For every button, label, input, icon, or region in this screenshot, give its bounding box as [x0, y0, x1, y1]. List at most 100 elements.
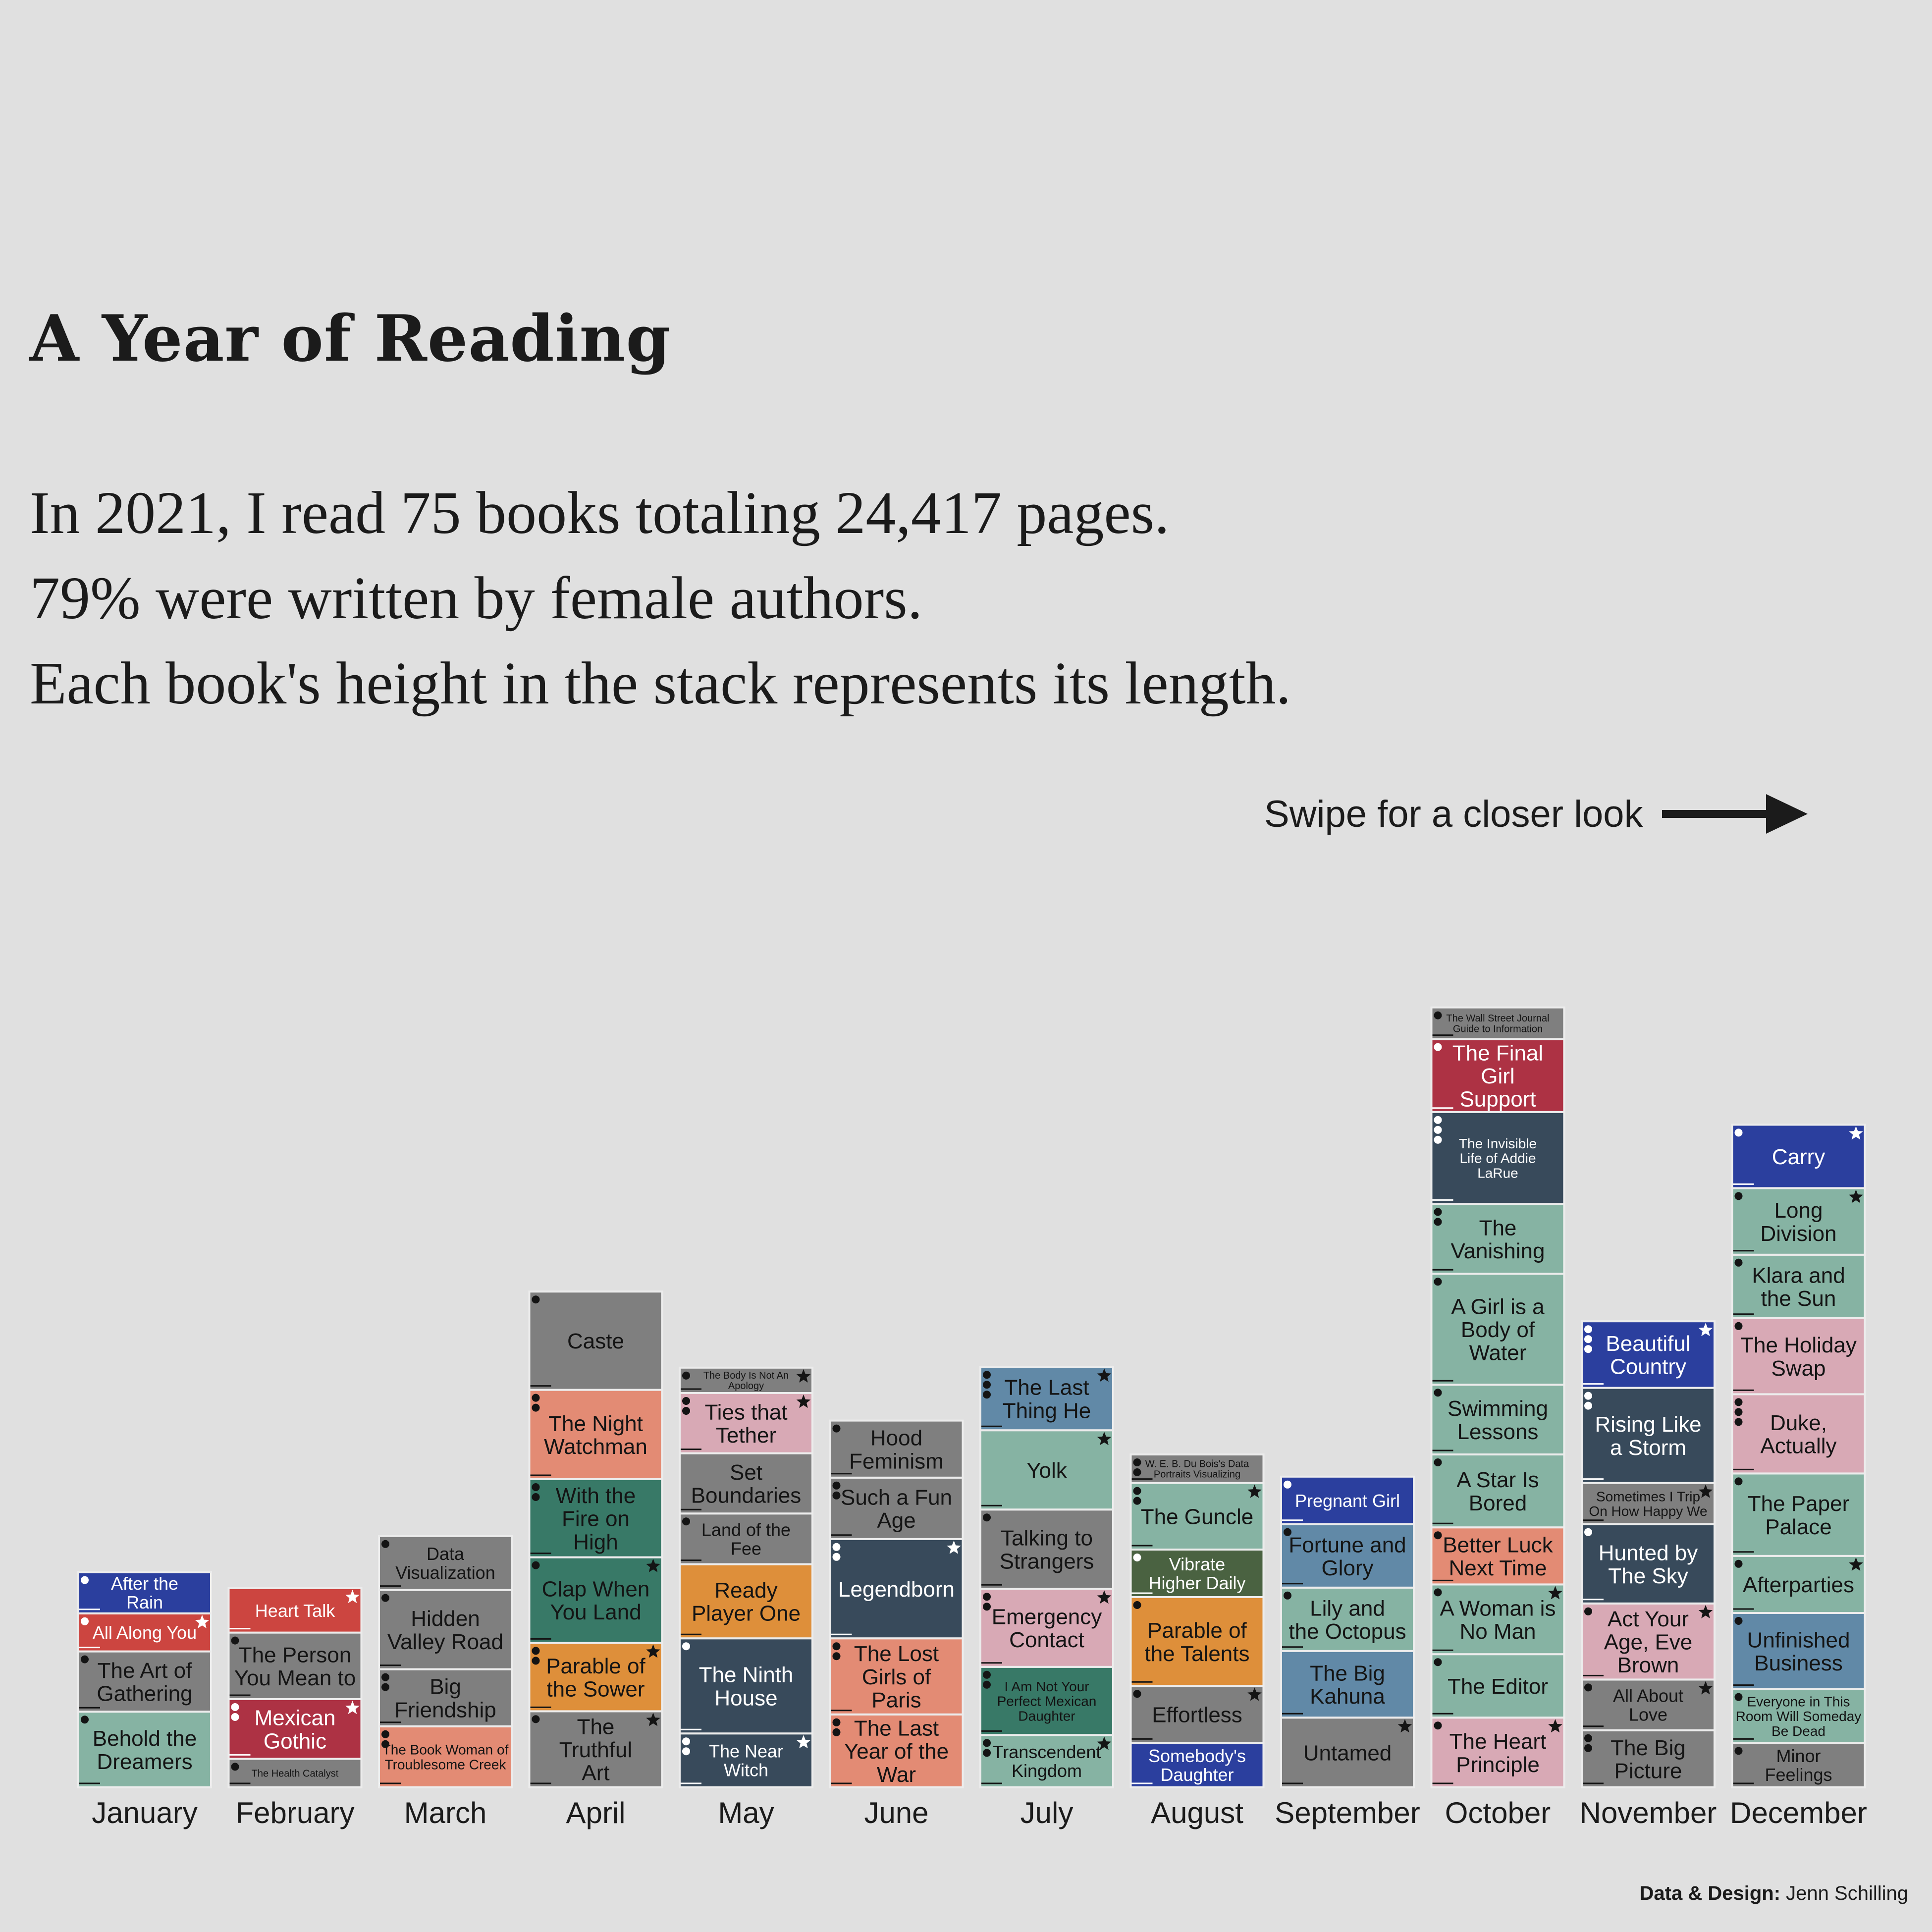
star-icon [796, 1395, 811, 1408]
book-title: The Night Watchman [544, 1411, 647, 1459]
reading-dot [1734, 1559, 1743, 1568]
book: Vibrate Higher Daily [1129, 1549, 1265, 1598]
book-bar [679, 1732, 813, 1788]
book: Effortless [1129, 1685, 1265, 1744]
credit: Data & Design: Jenn Schilling [1640, 1882, 1908, 1905]
reading-dot [682, 1737, 690, 1746]
reading-dot [1133, 1468, 1141, 1476]
book: The Editor [1430, 1653, 1565, 1719]
month-label: July [1020, 1796, 1073, 1829]
book-bar [1280, 1650, 1415, 1719]
book: The Art of Gathering [77, 1650, 212, 1713]
book-title: The Invisible Life of Addie LaRue [1459, 1136, 1537, 1181]
reading-dot [682, 1642, 690, 1651]
reading-dot [1584, 1528, 1592, 1536]
book-bar [979, 1734, 1114, 1788]
book-title: Swimming Lessons [1448, 1396, 1548, 1444]
book: The Lost Girls of Paris [829, 1637, 964, 1716]
reading-dot [1133, 1497, 1141, 1505]
book: The Heart Principle [1430, 1717, 1565, 1788]
reading-dot [81, 1655, 89, 1664]
book: W. E. B. Du Bois's Data Portraits Visuali… [1129, 1453, 1265, 1484]
book: Caste [528, 1290, 663, 1391]
month-label: January [92, 1796, 197, 1829]
reading-dot [832, 1543, 841, 1551]
reading-dot [832, 1728, 841, 1736]
book: The Holiday Swap [1731, 1317, 1866, 1395]
star-icon [1698, 1323, 1713, 1337]
book: Somebody's Daughter [1129, 1742, 1265, 1788]
reading-dot [983, 1381, 991, 1389]
book-bar [979, 1508, 1114, 1590]
star-icon [345, 1590, 360, 1604]
reading-dot [231, 1763, 239, 1771]
star-icon [1247, 1687, 1262, 1701]
book-bar [528, 1642, 663, 1713]
book-title: The Near Witch [709, 1741, 783, 1780]
book-title: The Big Kahuna [1310, 1662, 1385, 1709]
reading-dot [983, 1391, 991, 1399]
book: Hunted by The Sky [1581, 1523, 1716, 1605]
reading-dot [1584, 1744, 1592, 1752]
book-bar [1129, 1549, 1265, 1598]
book: The Body Is Not An Apology [679, 1366, 813, 1395]
reading-dot [1133, 1690, 1141, 1698]
book-title: Clap When You Land [542, 1577, 650, 1625]
book: Parable of the Sower [528, 1642, 663, 1713]
reading-dot [1434, 1658, 1442, 1666]
reading-dot [1584, 1607, 1592, 1615]
reading-dot [1734, 1693, 1743, 1701]
reading-dot [1734, 1398, 1743, 1406]
book: Mexican Gothic [227, 1698, 363, 1760]
swipe-hint[interactable]: Swipe for a closer look [1264, 792, 1810, 836]
book-title: Mexican Gothic [255, 1706, 336, 1754]
book-title: A Girl is a Body of Water [1451, 1294, 1545, 1365]
book-title: Ready Player One [692, 1578, 801, 1626]
reading-dot [832, 1481, 841, 1490]
reading-dot [1133, 1601, 1141, 1609]
book-bar [1430, 1273, 1565, 1386]
reading-dot [1434, 1135, 1442, 1144]
book: Data Visualization [378, 1535, 513, 1591]
book-bar [979, 1366, 1114, 1432]
book-title: Duke, Actually [1760, 1411, 1836, 1458]
reading-dot [983, 1680, 991, 1689]
reading-dot [682, 1517, 690, 1526]
reading-dot [1133, 1554, 1141, 1561]
book-bar [1280, 1523, 1415, 1589]
book-bar [979, 1665, 1114, 1736]
book-bar [528, 1478, 663, 1558]
book-bar [1731, 1393, 1866, 1475]
book-bar [979, 1429, 1114, 1511]
book-title: Legendborn [838, 1577, 955, 1602]
book: The Wall Street Journal Guide to Informat… [1430, 1006, 1565, 1040]
reading-dot [381, 1730, 389, 1738]
book-bar [1430, 1111, 1565, 1205]
book-title: Afterparties [1743, 1573, 1854, 1597]
reading-dot [1284, 1480, 1291, 1489]
star-icon [1698, 1681, 1713, 1695]
star-icon [1698, 1605, 1713, 1618]
book-bar [829, 1637, 964, 1716]
book-bar [679, 1392, 813, 1454]
month-label: November [1580, 1796, 1717, 1829]
book-bar [1430, 1384, 1565, 1455]
book-title: Effortless [1152, 1703, 1242, 1727]
book-bar [77, 1711, 212, 1788]
reading-dot [81, 1716, 89, 1724]
book: The Night Watchman [528, 1389, 663, 1481]
book-title: Data Visualization [395, 1544, 495, 1583]
reading-dot [1434, 1531, 1442, 1540]
book: The Health Catalyst [227, 1758, 363, 1788]
book-title: Caste [567, 1329, 624, 1353]
book-bar [1731, 1253, 1866, 1319]
swipe-hint-label: Swipe for a closer look [1264, 793, 1643, 835]
book-title: Transcendent Kingdom [993, 1742, 1101, 1781]
book-bar [1581, 1523, 1716, 1605]
reading-dot [1434, 1218, 1442, 1226]
book: Big Friendship [378, 1668, 513, 1727]
book-title: Everyone in This Room Will Someday Be Dead [1736, 1694, 1862, 1738]
reading-dot [983, 1749, 991, 1757]
book-bar [829, 1538, 964, 1640]
star-icon [1097, 1736, 1112, 1750]
